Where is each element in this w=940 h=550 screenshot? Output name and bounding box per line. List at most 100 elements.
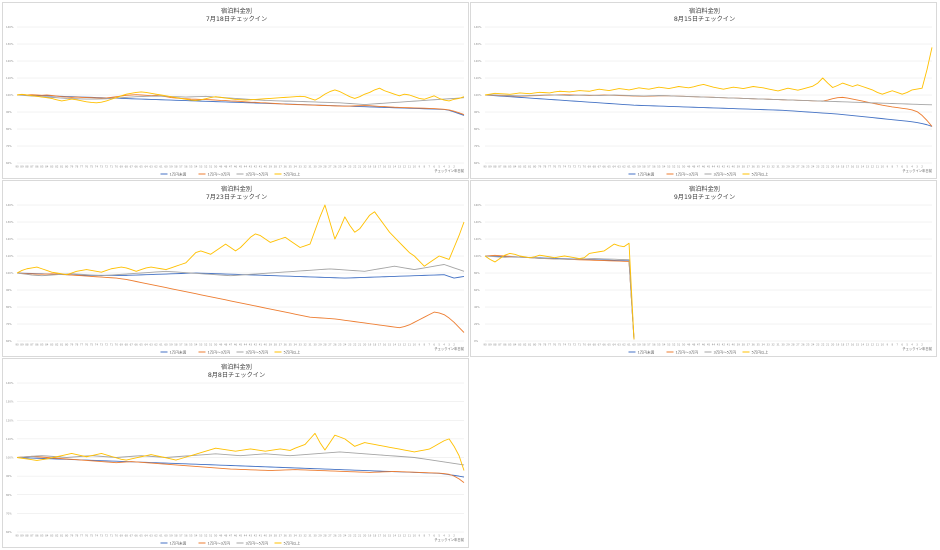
c0-xtick-83: 7 xyxy=(428,165,430,169)
c4-xtick-63: 27 xyxy=(328,534,332,538)
c2-legend-label-2: 3万円〜5万円 xyxy=(246,350,269,354)
c3-xtick-73: 17 xyxy=(846,343,850,347)
c1-xtick-56: 34 xyxy=(761,165,765,169)
c0-xtick-43: 47 xyxy=(229,165,233,169)
c0-xtick-12: 78 xyxy=(75,165,79,169)
c0-xtick-35: 55 xyxy=(189,165,193,169)
c3-xtick-57: 33 xyxy=(766,343,770,347)
c1-xtick-25: 65 xyxy=(608,165,612,169)
c1-xtick-34: 56 xyxy=(652,165,656,169)
c4-xtick-58: 32 xyxy=(303,534,307,538)
c3-xtick-11: 79 xyxy=(538,343,542,347)
c3-xtick-33: 57 xyxy=(647,343,651,347)
c1-xtick-44: 46 xyxy=(702,165,706,169)
c3-xtick-39: 51 xyxy=(677,343,681,347)
c1-xtick-78: 12 xyxy=(871,165,875,169)
c0-xtick-76: 14 xyxy=(393,165,397,169)
c1-xtick-12: 78 xyxy=(543,165,547,169)
c2-xtick-63: 27 xyxy=(328,343,332,347)
c4-series-line-3 xyxy=(16,432,465,471)
c2-xtick-28: 62 xyxy=(154,343,158,347)
c0-grid xyxy=(17,26,464,164)
c2-xtick-14: 76 xyxy=(85,343,89,347)
c2-xtick-46: 44 xyxy=(244,343,248,347)
c2-xtick-85: 5 xyxy=(438,343,440,347)
c3-series-line-3 xyxy=(484,242,635,340)
c2-xtick-41: 49 xyxy=(219,343,223,347)
c0-xtick-66: 24 xyxy=(343,165,347,169)
c1-xtick-3: 87 xyxy=(498,165,502,169)
c4-chart-subtitle: 8月8日チェックイン xyxy=(208,372,265,379)
c1-xtick-27: 63 xyxy=(617,165,621,169)
c1-xtick-33: 57 xyxy=(647,165,651,169)
c3-xtick-88: 2 xyxy=(921,343,923,347)
c4-xtick-73: 17 xyxy=(378,534,382,538)
c4-xtick-72: 18 xyxy=(373,534,377,538)
c3-xtick-68: 22 xyxy=(821,343,825,347)
c0-xtick-11: 79 xyxy=(70,165,74,169)
c2-chart-title: 宿泊料金別 xyxy=(221,185,252,193)
c3-xtick-54: 36 xyxy=(752,343,756,347)
c3-xtick-50: 40 xyxy=(732,343,736,347)
c2-xtick-53: 37 xyxy=(279,343,283,347)
c2-xtick-61: 29 xyxy=(318,343,322,347)
c3-xtick-69: 21 xyxy=(826,343,830,347)
c4-ytick-7: 130% xyxy=(6,400,14,404)
c3-chart-title: 宿泊料金別 xyxy=(689,185,720,193)
c1-xtick-29: 61 xyxy=(627,165,631,169)
c1-xtick-1: 89 xyxy=(488,165,492,169)
c3-xtick-18: 72 xyxy=(573,343,577,347)
c4-xtick-23: 67 xyxy=(130,534,134,538)
c4-xtick-31: 59 xyxy=(169,534,173,538)
c3-xtick-36: 54 xyxy=(662,343,666,347)
c2-xtick-37: 53 xyxy=(199,343,203,347)
c1-xtick-70: 20 xyxy=(831,165,835,169)
c3-xtick-47: 43 xyxy=(717,343,721,347)
c2-xtick-31: 59 xyxy=(169,343,173,347)
c1-xtick-11: 79 xyxy=(538,165,542,169)
c0-xtick-7: 83 xyxy=(50,165,54,169)
c3-series-line-0 xyxy=(484,255,635,340)
c0-xtick-21: 69 xyxy=(120,165,124,169)
c1-legend-label-1: 1万円〜3万円 xyxy=(676,172,699,176)
c2-xtick-68: 22 xyxy=(353,343,357,347)
c4-xtick-38: 52 xyxy=(204,534,208,538)
c4-xtick-55: 35 xyxy=(289,534,293,538)
c1-ytick-4: 100% xyxy=(474,93,482,97)
c1-xtick-87: 3 xyxy=(916,165,918,169)
c1-xtick-85: 5 xyxy=(906,165,908,169)
c0-x-axis-label: チェックイン年日前 xyxy=(434,168,464,173)
c3-x-axis-label: チェックイン年日前 xyxy=(902,346,932,351)
c0-xtick-72: 18 xyxy=(373,165,377,169)
c3-xtick-35: 55 xyxy=(657,343,661,347)
c2-xtick-51: 39 xyxy=(269,343,273,347)
c3-xtick-66: 24 xyxy=(811,343,815,347)
c0-xtick-19: 71 xyxy=(110,165,114,169)
c1-xtick-50: 40 xyxy=(732,165,736,169)
c0-xtick-82: 8 xyxy=(423,165,425,169)
c4-xtick-79: 11 xyxy=(408,534,412,538)
c3-xtick-87: 3 xyxy=(916,343,918,347)
c4-xtick-67: 23 xyxy=(348,534,352,538)
c0-xtick-68: 22 xyxy=(353,165,357,169)
c1-xtick-55: 35 xyxy=(757,165,761,169)
c1-xtick-86: 4 xyxy=(911,165,913,169)
c2-ytick-4: 100% xyxy=(6,271,14,275)
c0-xtick-23: 67 xyxy=(130,165,134,169)
c2-xtick-3: 87 xyxy=(30,343,34,347)
c4-xtick-48: 42 xyxy=(254,534,258,538)
c2-xtick-9: 81 xyxy=(60,343,64,347)
c3-xtick-64: 26 xyxy=(801,343,805,347)
c0-xtick-77: 13 xyxy=(398,165,402,169)
c2-xtick-35: 55 xyxy=(189,343,193,347)
c2-xtick-64: 26 xyxy=(333,343,337,347)
c4-xtick-85: 5 xyxy=(438,534,440,538)
c3-xtick-38: 52 xyxy=(672,343,676,347)
c3-xtick-78: 12 xyxy=(871,343,875,347)
c0-xtick-79: 11 xyxy=(408,165,412,169)
c0-xtick-73: 17 xyxy=(378,165,382,169)
c2-xtick-21: 69 xyxy=(120,343,124,347)
c4-xtick-9: 81 xyxy=(60,534,64,538)
